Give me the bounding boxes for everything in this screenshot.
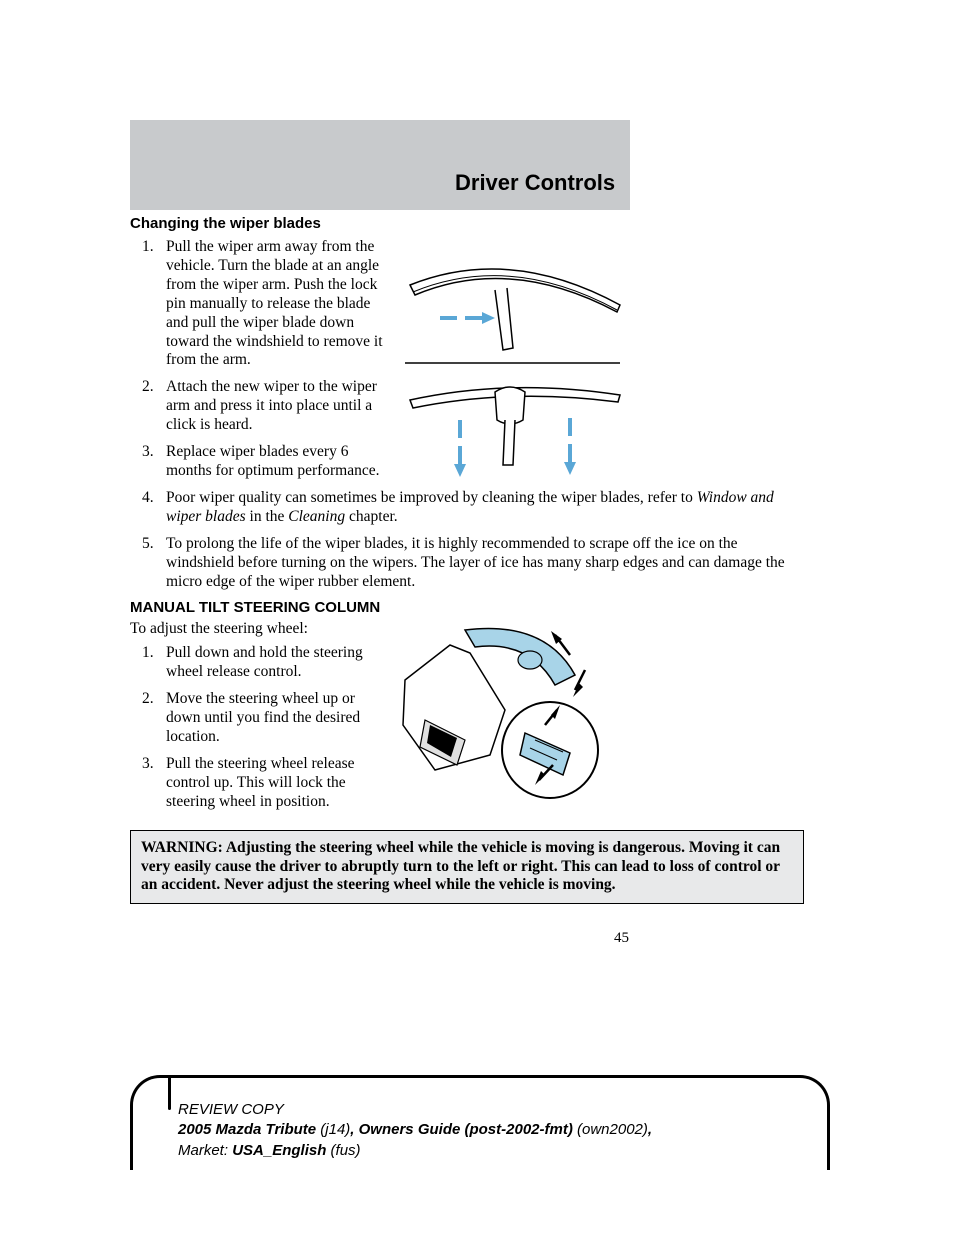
text-italic: Cleaning [288, 508, 345, 525]
steering-figure [395, 625, 630, 800]
list-item: Pull down and hold the steering wheel re… [130, 644, 390, 682]
list-item: Attach the new wiper to the wiper arm an… [130, 378, 390, 435]
list-item: Replace wiper blades every 6 months for … [130, 443, 390, 481]
header-bar [130, 120, 630, 210]
text: chapter. [345, 508, 398, 525]
list-item: Pull the steering wheel release control … [130, 755, 390, 812]
list-item: Pull the wiper arm away from the vehicle… [130, 238, 390, 370]
wiper-figure-2 [395, 370, 630, 490]
text: (fus) [326, 1142, 360, 1159]
footer-tab [168, 1075, 171, 1110]
text: in the [246, 508, 289, 525]
footer-line-1: REVIEW COPY [178, 1100, 797, 1120]
page-number: 45 [614, 930, 629, 947]
list-item: Poor wiper quality can sometimes be impr… [130, 489, 804, 527]
text: 2005 Mazda Tribute [178, 1121, 316, 1138]
list-item: To prolong the life of the wiper blades,… [130, 535, 804, 592]
list-item: Move the steering wheel up or down until… [130, 690, 390, 747]
text: Market: [178, 1142, 232, 1159]
footer-line-3: Market: USA_English (fus) [178, 1141, 797, 1161]
text: (own2002) [573, 1121, 648, 1138]
section-title-steering: MANUAL TILT STEERING COLUMN [130, 599, 804, 616]
text: USA_English [232, 1142, 326, 1159]
text: (j14) [316, 1121, 350, 1138]
footer-box: REVIEW COPY 2005 Mazda Tribute (j14), Ow… [130, 1075, 830, 1170]
footer-line-2: 2005 Mazda Tribute (j14), Owners Guide (… [178, 1120, 797, 1140]
wiper-figure-1 [395, 240, 630, 370]
text: Poor wiper quality can sometimes be impr… [166, 489, 693, 506]
text: , [648, 1121, 652, 1138]
section-title-wiper: Changing the wiper blades [130, 215, 804, 232]
text: , Owners Guide (post-2002-fmt) [350, 1121, 573, 1138]
page-title: Driver Controls [455, 170, 615, 196]
warning-box: WARNING: Adjusting the steering wheel wh… [130, 830, 804, 905]
